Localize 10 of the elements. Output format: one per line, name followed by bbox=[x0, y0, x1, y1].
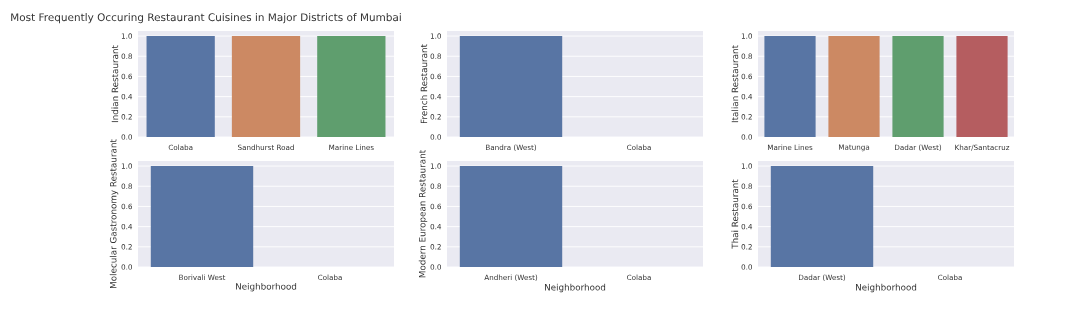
chart-title: Most Frequently Occuring Restaurant Cuisines in Major Districts of Mumbai bbox=[11, 13, 401, 24]
y-axis-title: Thai Restaurant bbox=[731, 179, 739, 249]
y-axis-title: Modern European Restaurant bbox=[418, 150, 428, 278]
y-axis-title: French Restaurant bbox=[420, 44, 428, 124]
y-axis-title: Italian Restaurant bbox=[731, 45, 739, 123]
x-axis-title: Neighborhood bbox=[235, 282, 297, 292]
y-axis-title: Molecular Gastronomy Restaurant bbox=[109, 139, 119, 288]
x-axis-title: Neighborhood bbox=[856, 283, 917, 293]
x-axis-title: Neighborhood bbox=[545, 283, 606, 293]
y-axis-title: Indian Restaurant bbox=[111, 45, 119, 123]
